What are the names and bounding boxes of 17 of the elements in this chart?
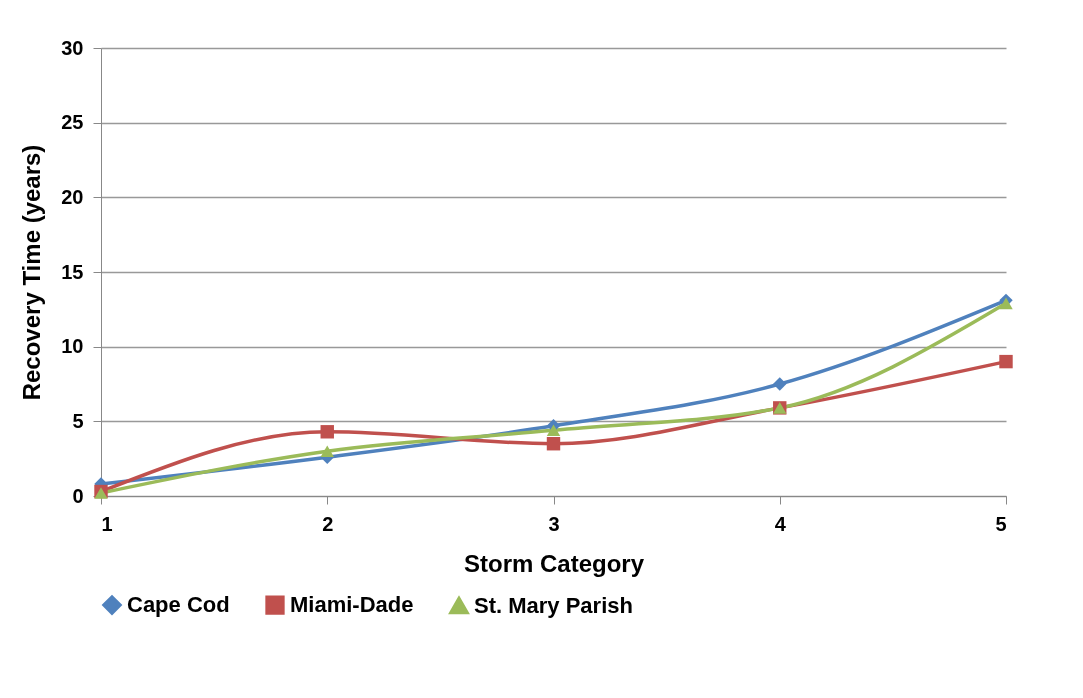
x-tick-label: 1 (101, 512, 113, 535)
y-axis-title: Recovery Time (years) (18, 144, 46, 401)
y-tick-label: 0 (72, 484, 84, 507)
x-tick-label: 4 (774, 512, 787, 535)
x-tick-label: 2 (322, 512, 334, 535)
y-tick-label: 15 (61, 260, 84, 283)
legend-label: Cape Cod (127, 592, 230, 618)
legend-label: St. Mary Parish (474, 592, 633, 618)
legend-label: Miami-Dade (290, 592, 414, 618)
y-tick-label: 10 (61, 335, 84, 358)
y-tick-label: 20 (61, 185, 84, 208)
y-tick-label: 5 (72, 409, 84, 432)
x-tick-label: 3 (548, 512, 560, 535)
x-axis-title: Storm Category (463, 549, 645, 577)
y-tick-label: 30 (61, 36, 84, 59)
x-tick-label: 5 (995, 512, 1007, 535)
y-tick-label: 25 (61, 111, 84, 134)
